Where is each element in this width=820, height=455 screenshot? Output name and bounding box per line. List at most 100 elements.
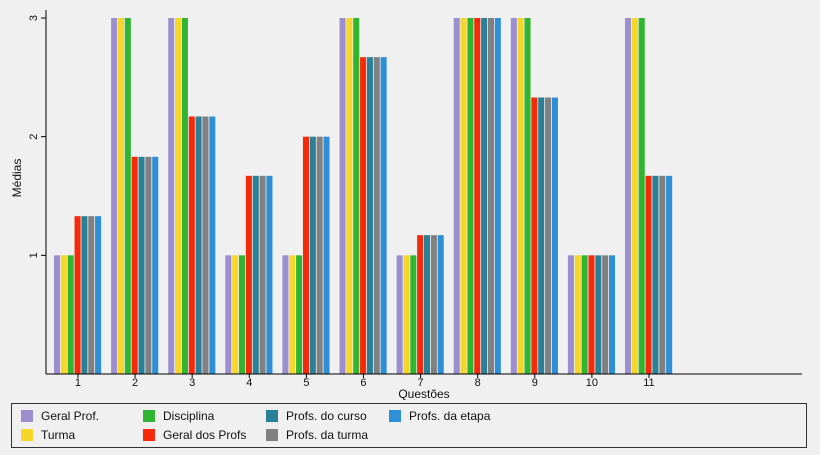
bar-q2-s3: [131, 156, 138, 374]
bar-q4-s5: [259, 175, 266, 374]
legend-item-geral-dos-profs: Geral dos Profs: [143, 428, 246, 442]
bar-q11-s2: [638, 18, 645, 374]
bar-q5-s5: [316, 136, 323, 374]
bar-q2-s5: [145, 156, 152, 374]
x-tick-label: 1: [75, 377, 81, 389]
bar-q7-s3: [417, 235, 424, 374]
bar-q1-s0: [54, 255, 61, 374]
bar-q3-s5: [202, 116, 209, 375]
bar-q11-s1: [631, 18, 638, 374]
legend-item-disciplina: Disciplina: [143, 409, 214, 423]
legend: Geral Prof. Turma Disciplina Geral dos P…: [11, 403, 807, 448]
bar-q6-s1: [346, 18, 353, 374]
legend-swatch: [389, 410, 401, 422]
bar-q9-s5: [545, 97, 552, 374]
bar-q1-s1: [60, 255, 67, 374]
bar-q10-s1: [574, 255, 581, 374]
bars-group: [54, 18, 673, 375]
legend-label: Geral dos Profs: [163, 428, 247, 442]
bar-q6-s5: [373, 57, 380, 374]
bar-q6-s0: [339, 18, 346, 374]
bar-q9-s2: [524, 18, 531, 374]
x-tick-label: 5: [303, 377, 309, 389]
bar-q4-s3: [245, 175, 252, 374]
bar-q9-s6: [551, 97, 558, 374]
bar-q4-s2: [239, 255, 246, 374]
y-axis-title: Médias: [10, 159, 24, 198]
x-tick-label: 9: [532, 377, 538, 389]
bar-chart: 1 2 3 1 2 3 4 5 6 7 8 9 10 11 Médias Questões: [10, 10, 802, 400]
bar-q11-s5: [659, 175, 666, 374]
y-tick-label: 2: [28, 134, 40, 140]
bar-q1-s6: [95, 216, 102, 374]
legend-item-turma: Turma: [21, 428, 75, 442]
bar-q11-s0: [625, 18, 632, 374]
legend-swatch: [143, 429, 155, 441]
y-tick-label: 1: [28, 252, 40, 258]
bar-q9-s4: [538, 97, 545, 374]
bar-q8-s5: [487, 18, 494, 374]
legend-swatch: [143, 410, 155, 422]
bar-q5-s4: [309, 136, 316, 374]
y-ticks-group: 1 2 3: [28, 15, 46, 258]
x-tick-label: 3: [189, 377, 195, 389]
bar-q10-s6: [609, 255, 616, 374]
x-ticks-group: 1 2 3 4 5 6 7 8 9 10 11: [75, 374, 655, 389]
bar-q9-s0: [510, 18, 517, 374]
legend-label: Geral Prof.: [41, 409, 100, 423]
x-tick-label: 2: [132, 377, 138, 389]
x-tick-label: 4: [246, 377, 252, 389]
bar-q9-s1: [517, 18, 524, 374]
bar-q3-s3: [188, 116, 195, 375]
x-axis-title: Questões: [398, 387, 449, 400]
legend-item-geral-prof: Geral Prof.: [21, 409, 99, 423]
bar-q8-s3: [474, 18, 481, 374]
bar-q2-s6: [152, 156, 159, 374]
bar-q3-s2: [181, 18, 188, 374]
legend-swatch: [266, 429, 278, 441]
bar-q8-s6: [494, 18, 501, 374]
x-tick-label: 11: [643, 377, 654, 389]
bar-q10-s3: [588, 255, 595, 374]
bar-q7-s1: [403, 255, 410, 374]
legend-label: Profs. da turma: [286, 428, 369, 442]
legend-swatch: [21, 410, 33, 422]
legend-item-profs-da-etapa: Profs. da etapa: [389, 409, 490, 423]
bar-q10-s4: [595, 255, 602, 374]
legend-label: Profs. da etapa: [409, 409, 491, 423]
bar-q7-s4: [424, 235, 431, 374]
bar-q4-s1: [232, 255, 239, 374]
bar-q7-s0: [396, 255, 403, 374]
bar-q5-s1: [289, 255, 296, 374]
bar-q10-s0: [567, 255, 574, 374]
bar-q11-s3: [645, 175, 652, 374]
x-tick-label: 8: [475, 377, 481, 389]
bar-q6-s6: [380, 57, 387, 374]
bar-q1-s4: [81, 216, 88, 374]
bar-q2-s2: [124, 18, 131, 374]
legend-label: Profs. do curso: [286, 409, 367, 423]
bar-q3-s4: [195, 116, 202, 375]
y-tick-label: 3: [28, 15, 40, 21]
legend-swatch: [266, 410, 278, 422]
bar-q4-s4: [252, 175, 259, 374]
bar-q7-s6: [437, 235, 444, 374]
bar-q2-s1: [117, 18, 124, 374]
bar-q6-s3: [360, 57, 367, 374]
bar-q2-s4: [138, 156, 145, 374]
bar-q8-s1: [460, 18, 467, 374]
bar-q8-s0: [453, 18, 460, 374]
bar-q3-s1: [175, 18, 182, 374]
bar-q9-s3: [531, 97, 538, 374]
x-tick-label: 6: [360, 377, 366, 389]
bar-q5-s6: [323, 136, 330, 374]
bar-q4-s0: [225, 255, 232, 374]
bar-q7-s5: [430, 235, 437, 374]
bar-q1-s3: [74, 216, 81, 374]
legend-item-profs-do-curso: Profs. do curso: [266, 409, 367, 423]
bar-q10-s5: [602, 255, 609, 374]
bar-q5-s0: [282, 255, 289, 374]
bar-q11-s4: [652, 175, 659, 374]
x-tick-label: 7: [418, 377, 424, 389]
bar-q1-s5: [88, 216, 95, 374]
